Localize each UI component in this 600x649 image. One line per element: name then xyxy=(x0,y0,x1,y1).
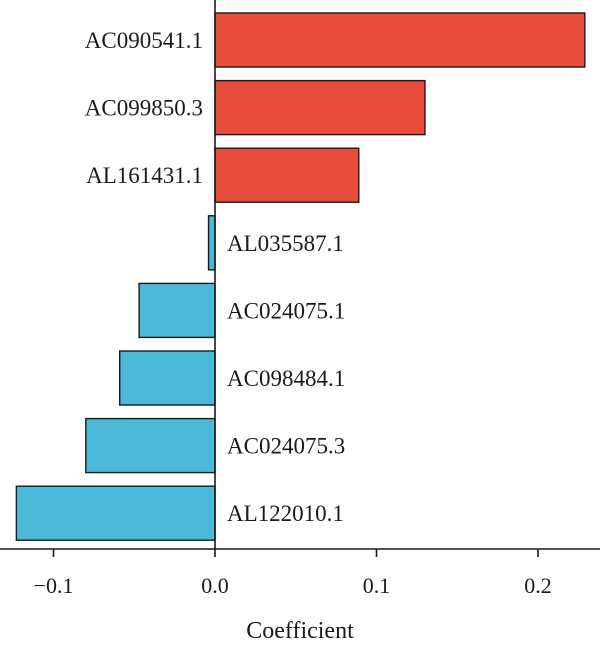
bar-ac024075-1 xyxy=(138,282,216,339)
bar-al161431-1 xyxy=(214,147,360,203)
bar-al122010-1 xyxy=(15,485,216,541)
category-label: AC098484.1 xyxy=(227,366,345,391)
bars-group xyxy=(15,12,586,541)
bar-al035587-1 xyxy=(207,215,216,271)
category-label: AL161431.1 xyxy=(86,163,203,188)
x-tick-label: 0.2 xyxy=(524,573,552,598)
bar-ac099850-3 xyxy=(214,79,426,136)
category-labels-group: AC090541.1 AC099850.3 AL161431.1 AL035587.1… xyxy=(85,28,345,526)
bar-ac090541-1 xyxy=(214,12,586,68)
x-axis-title: Coefficient xyxy=(246,618,354,644)
x-tick-label: 0.1 xyxy=(363,573,391,598)
bar-ac024075-3 xyxy=(85,417,216,474)
x-tick-label: −0.1 xyxy=(34,573,74,598)
x-ticks-group: −0.1 0.0 0.1 0.2 xyxy=(34,549,552,598)
category-label: AC024075.1 xyxy=(227,298,345,323)
category-label: AC024075.3 xyxy=(227,434,345,459)
category-label: AC099850.3 xyxy=(85,96,203,121)
category-label: AC090541.1 xyxy=(85,28,203,53)
category-label: AL122010.1 xyxy=(227,501,344,526)
category-label: AL035587.1 xyxy=(227,231,344,256)
x-tick-label: 0.0 xyxy=(201,573,229,598)
bar-ac098484-1 xyxy=(119,350,216,406)
